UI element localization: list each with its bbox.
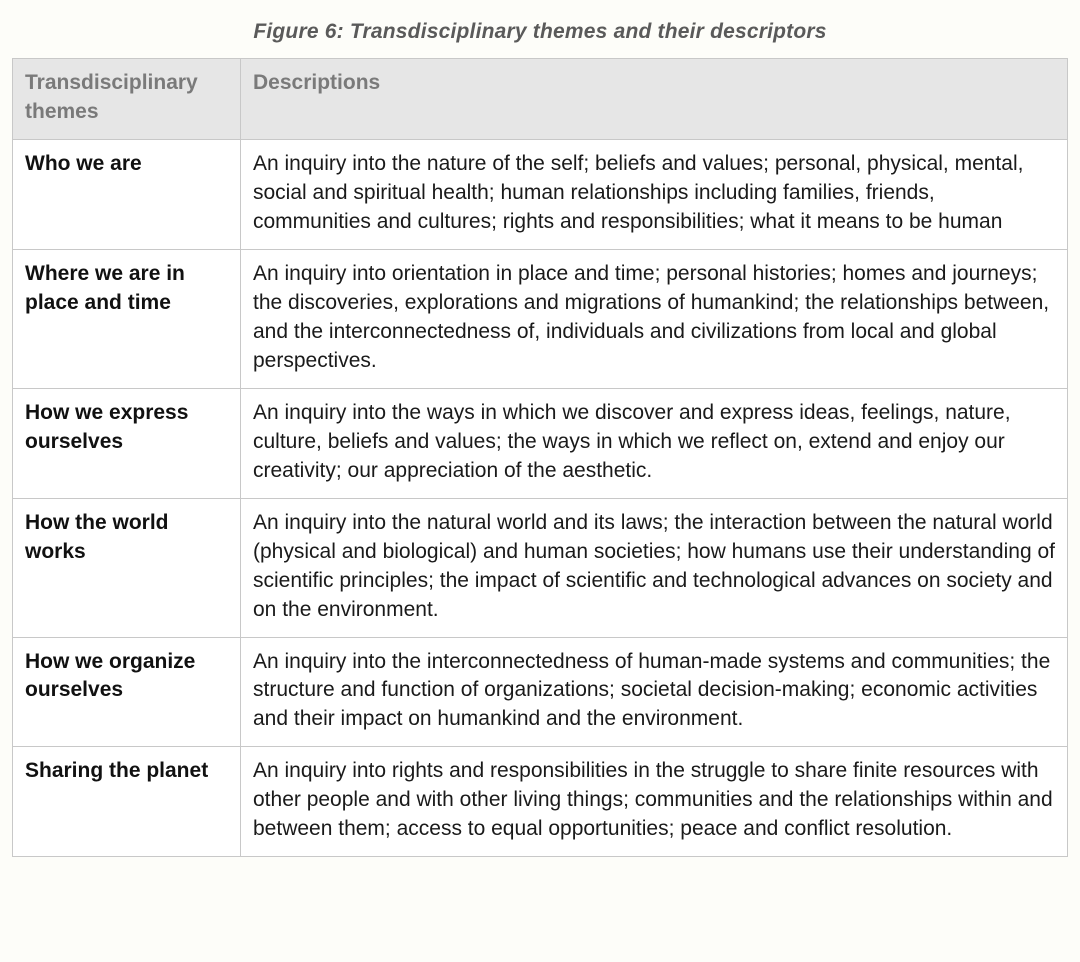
theme-cell: How we organize ourselves (13, 637, 241, 747)
themes-table: Transdisciplinary themes Descriptions Wh… (12, 58, 1068, 857)
table-row: Sharing the planet An inquiry into right… (13, 747, 1068, 857)
table-row: How the world works An inquiry into the … (13, 498, 1068, 637)
desc-cell: An inquiry into orientation in place and… (241, 249, 1068, 388)
table-row: How we organize ourselves An inquiry int… (13, 637, 1068, 747)
theme-cell: Who we are (13, 139, 241, 249)
desc-cell: An inquiry into the natural world and it… (241, 498, 1068, 637)
header-themes: Transdisciplinary themes (13, 59, 241, 140)
table-header-row: Transdisciplinary themes Descriptions (13, 59, 1068, 140)
desc-cell: An inquiry into the ways in which we dis… (241, 388, 1068, 498)
header-descriptions: Descriptions (241, 59, 1068, 140)
table-row: Where we are in place and time An inquir… (13, 249, 1068, 388)
table-row: Who we are An inquiry into the nature of… (13, 139, 1068, 249)
figure-caption: Figure 6: Transdisciplinary themes and t… (12, 20, 1068, 44)
theme-cell: Where we are in place and time (13, 249, 241, 388)
desc-cell: An inquiry into rights and responsibilit… (241, 747, 1068, 857)
theme-cell: Sharing the planet (13, 747, 241, 857)
desc-cell: An inquiry into the nature of the self; … (241, 139, 1068, 249)
theme-cell: How we express ourselves (13, 388, 241, 498)
desc-cell: An inquiry into the interconnectedness o… (241, 637, 1068, 747)
theme-cell: How the world works (13, 498, 241, 637)
table-row: How we express ourselves An inquiry into… (13, 388, 1068, 498)
